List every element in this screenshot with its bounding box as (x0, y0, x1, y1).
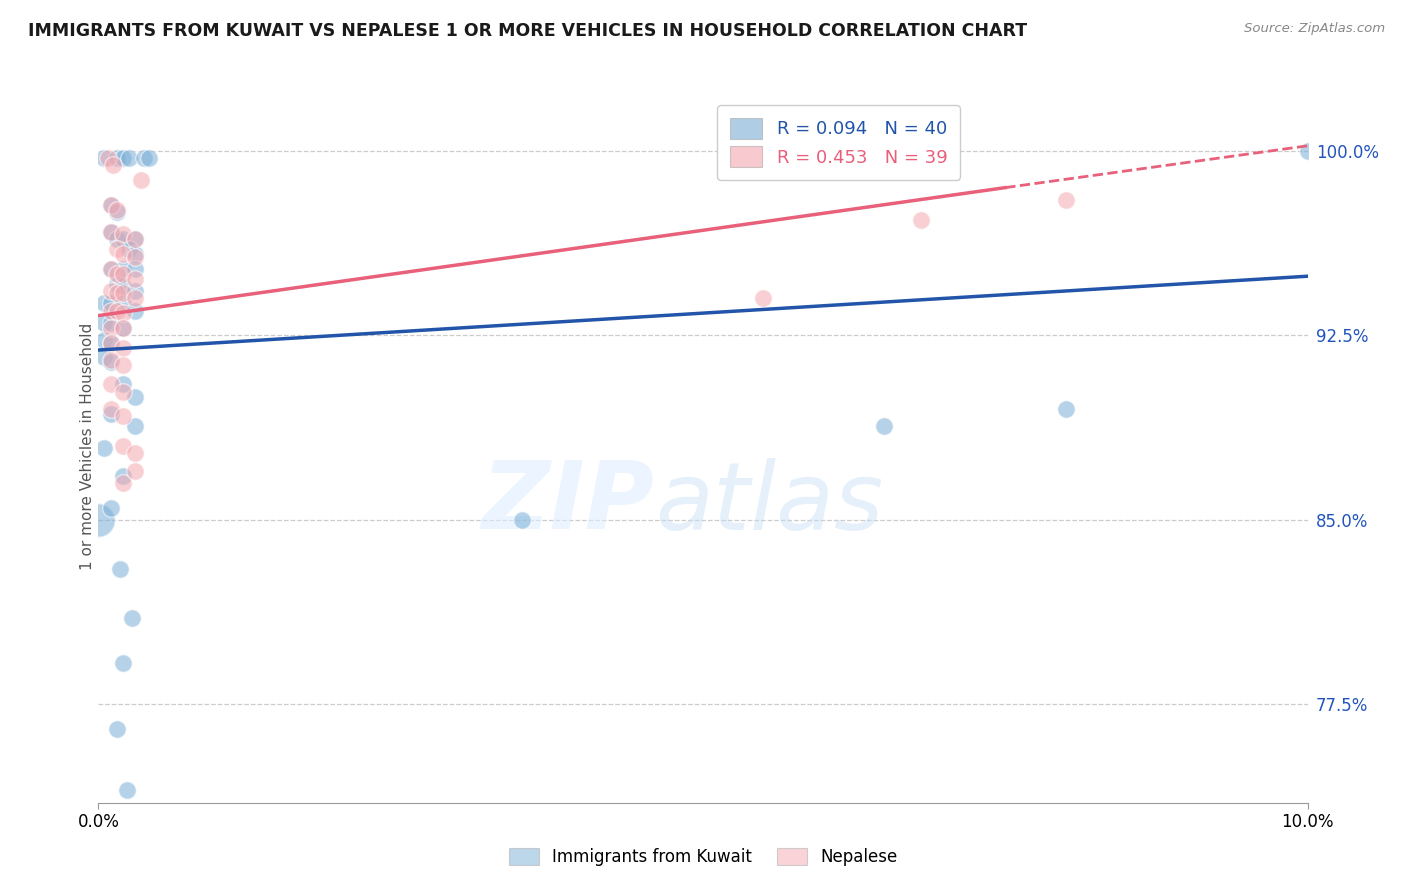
Point (124, 247, 146, 261)
Point (111, 377, 134, 392)
Point (124, 250, 146, 264)
Point (111, 267, 134, 281)
Point (111, 439, 134, 453)
Point (97, 151, 120, 165)
Point (111, 227, 134, 242)
Point (100, 225, 122, 239)
Point (101, 159, 124, 173)
Text: atlas: atlas (655, 458, 883, 549)
Point (105, 722, 128, 736)
Point (1054, 402, 1077, 417)
Point (100, 402, 122, 417)
Point (111, 468, 134, 483)
Point (100, 377, 122, 392)
Text: ZIP: ZIP (482, 457, 655, 549)
Point (100, 500, 122, 515)
Point (93, 151, 115, 165)
Point (121, 611, 143, 625)
Point (105, 242, 128, 256)
Point (100, 284, 122, 298)
Point (873, 419, 896, 434)
Point (111, 358, 134, 372)
Point (138, 151, 160, 165)
Point (124, 232, 146, 246)
Point (111, 321, 134, 335)
Point (111, 232, 134, 246)
Point (93, 351, 115, 365)
Point (93, 316, 115, 330)
Point (105, 286, 128, 301)
Point (100, 335, 122, 350)
Point (910, 212, 932, 227)
Point (93, 333, 115, 347)
Point (100, 198, 122, 212)
Point (105, 202, 128, 217)
Point (100, 225, 122, 239)
Point (1296, 144, 1319, 158)
Point (100, 261, 122, 276)
Point (124, 271, 146, 285)
Point (111, 306, 134, 320)
Point (111, 151, 134, 165)
Point (93, 296, 115, 310)
Point (118, 151, 141, 165)
Point (111, 247, 134, 261)
Point (105, 277, 128, 291)
Point (111, 286, 134, 301)
Point (752, 291, 775, 305)
Point (1054, 193, 1077, 207)
Legend: Immigrants from Kuwait, Nepalese: Immigrants from Kuwait, Nepalese (501, 840, 905, 875)
Point (111, 409, 134, 424)
Point (124, 303, 146, 318)
Point (105, 232, 128, 246)
Point (105, 267, 128, 281)
Point (111, 261, 134, 276)
Point (111, 279, 134, 293)
Point (105, 303, 128, 318)
Point (100, 261, 122, 276)
Point (124, 446, 146, 460)
Text: IMMIGRANTS FROM KUWAIT VS NEPALESE 1 OR MORE VEHICLES IN HOUSEHOLD CORRELATION C: IMMIGRANTS FROM KUWAIT VS NEPALESE 1 OR … (28, 22, 1028, 40)
Y-axis label: 1 or more Vehicles in Household: 1 or more Vehicles in Household (80, 322, 94, 570)
Point (111, 384, 134, 399)
Point (111, 475, 134, 490)
Point (105, 205, 128, 219)
Point (129, 173, 152, 187)
Point (100, 335, 122, 350)
Point (100, 321, 122, 335)
Point (87, 513, 110, 527)
Point (100, 352, 122, 367)
Point (111, 656, 134, 670)
Point (111, 321, 134, 335)
Point (134, 151, 156, 165)
Point (100, 303, 122, 318)
Point (105, 151, 128, 165)
Point (124, 232, 146, 246)
Point (111, 296, 134, 310)
Point (124, 261, 146, 276)
Point (510, 513, 533, 527)
Point (117, 783, 139, 797)
Legend: R = 0.094   N = 40, R = 0.453   N = 39: R = 0.094 N = 40, R = 0.453 N = 39 (717, 105, 960, 179)
Point (124, 464, 146, 478)
Text: Source: ZipAtlas.com: Source: ZipAtlas.com (1244, 22, 1385, 36)
Point (93, 442, 115, 456)
Point (124, 419, 146, 434)
Point (124, 291, 146, 305)
Point (118, 242, 141, 256)
Point (100, 316, 122, 330)
Point (111, 341, 134, 355)
Point (100, 198, 122, 212)
Point (100, 407, 122, 421)
Point (100, 355, 122, 369)
Point (124, 390, 146, 404)
Point (100, 296, 122, 310)
Point (124, 284, 146, 298)
Point (108, 562, 131, 576)
